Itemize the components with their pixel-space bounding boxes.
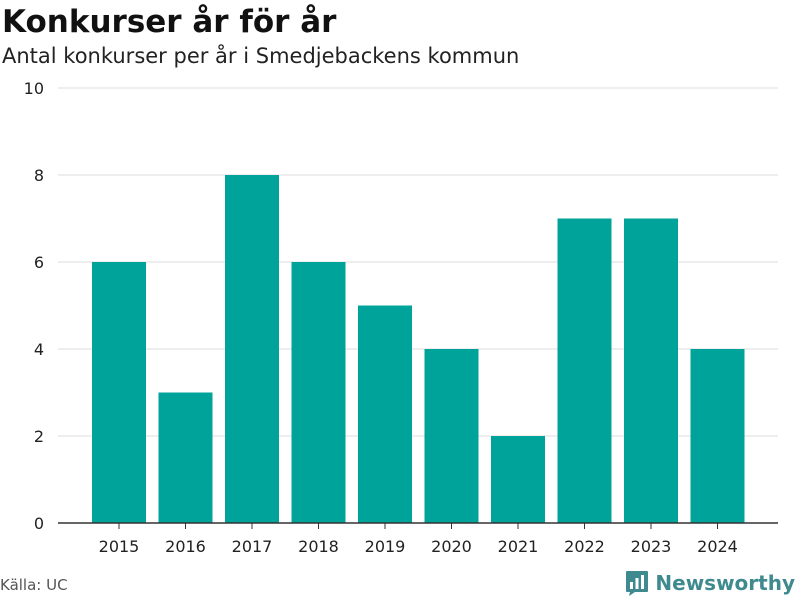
x-tick-label: 2018 [298, 537, 339, 556]
x-tick-label: 2020 [431, 537, 472, 556]
x-tick-label: 2016 [165, 537, 206, 556]
bar-2024 [690, 349, 745, 523]
bar-2023 [624, 218, 678, 523]
newsworthy-brand: Newsworthy [625, 568, 795, 598]
brand-name: Newsworthy [655, 571, 795, 595]
x-tick-label: 2015 [99, 537, 140, 556]
bar-2015 [92, 262, 146, 523]
x-tick-label: 2021 [498, 537, 539, 556]
bar-2019 [358, 305, 412, 523]
tick-labels: 0 2 4 6 8 10 2015 2016 2017 2018 2019 2020 2021 2022 2… [24, 79, 738, 556]
chart-subtitle: Antal konkurser per år i Smedjebackens k… [2, 44, 520, 68]
bars [92, 175, 745, 523]
newsworthy-logo-icon [626, 570, 649, 596]
x-tick-label: 2017 [232, 537, 273, 556]
axes [58, 522, 778, 529]
chart-title: Konkurser år för år [2, 4, 337, 40]
bar-2022 [557, 218, 612, 523]
y-tick-label: 8 [34, 166, 44, 185]
x-tick-label: 2023 [631, 537, 672, 556]
bar-2021 [491, 436, 545, 523]
y-tick-label: 0 [34, 514, 44, 533]
bar-2017 [225, 175, 279, 523]
y-tick-label: 6 [34, 253, 44, 272]
bar-2016 [158, 392, 213, 523]
x-tick-label: 2024 [697, 537, 738, 556]
x-tick-label: 2022 [564, 537, 605, 556]
bar-2020 [424, 349, 479, 523]
y-tick-label: 2 [34, 427, 44, 446]
x-tick-label: 2019 [365, 537, 406, 556]
bar-2018 [291, 262, 346, 523]
y-tick-label: 10 [24, 79, 44, 98]
y-tick-label: 4 [34, 340, 44, 359]
source-note: Källa: UC [0, 576, 68, 594]
